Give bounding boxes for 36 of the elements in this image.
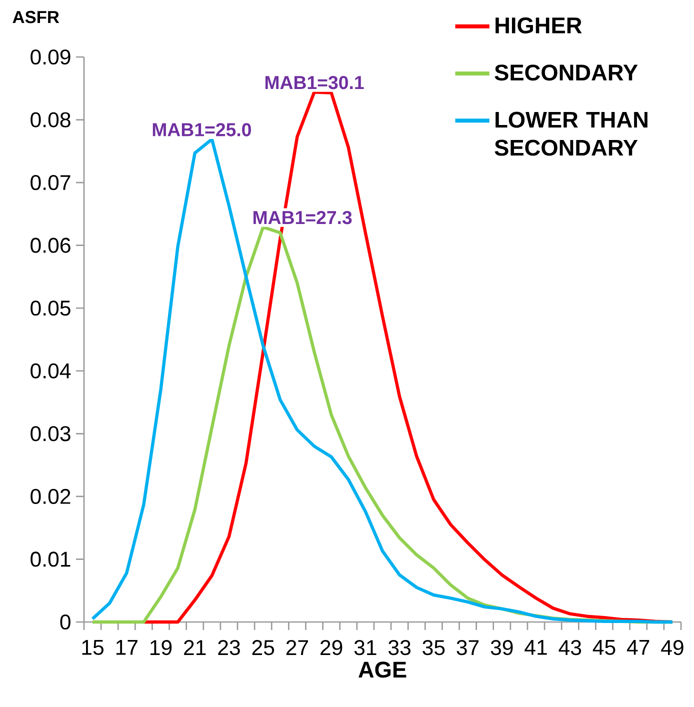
annotation: MAB1=27.3	[254, 210, 352, 224]
annotation: MAB1=30.1	[265, 76, 364, 90]
x-tick-label: 17	[116, 640, 138, 655]
x-tick-label: 21	[184, 640, 206, 655]
y-tick-label: 0.03	[30, 426, 70, 442]
x-tick-label: 45	[592, 640, 616, 655]
x-tick-label: 19	[150, 640, 172, 656]
x-tick-label: 15	[82, 640, 104, 655]
legend-label: LOWER THAN SECONDARY	[494, 112, 648, 156]
legend-label: SECONDARY	[494, 64, 638, 81]
annotation: MAB1=25.0	[152, 123, 251, 136]
y-tick-label: 0.05	[30, 300, 70, 316]
x-tick-label: 39	[490, 640, 513, 656]
x-tick-label: 27	[286, 640, 308, 655]
x-tick-label: 43	[558, 640, 582, 656]
x-axis-title: AGE	[358, 662, 406, 678]
y-tick-label: 0.04	[30, 363, 71, 378]
x-tick-label: 31	[354, 640, 376, 656]
x-tick-label: 49	[661, 640, 684, 656]
x-tick-label: 35	[422, 640, 445, 656]
y-tick-label: 0	[60, 614, 70, 630]
x-tick-label: 47	[626, 640, 650, 655]
x-tick-label: 23	[218, 640, 240, 656]
x-tick-label: 33	[388, 640, 410, 656]
x-tick-label: 25	[252, 640, 274, 656]
y-tick-label: 0.01	[30, 552, 70, 567]
y-tick-label: 0.08	[30, 112, 70, 128]
y-tick-label: 0.09	[30, 49, 70, 65]
y-tick-label: 0.07	[30, 175, 70, 190]
x-tick-label: 41	[524, 640, 547, 655]
x-tick-label: 37	[456, 640, 479, 656]
y-tick-label: 0.06	[30, 238, 70, 253]
x-tick-label: 29	[320, 640, 342, 656]
y-axis-title: ASFR	[12, 10, 60, 24]
legend-label: HIGHER	[496, 17, 582, 34]
y-tick-label: 0.02	[30, 488, 70, 504]
